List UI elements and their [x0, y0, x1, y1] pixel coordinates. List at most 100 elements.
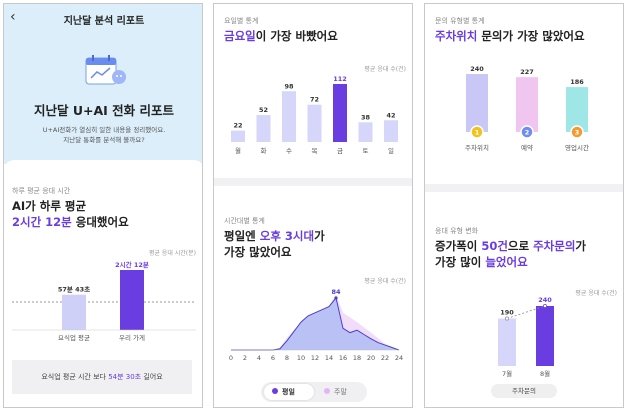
- inquiry-section-label: 문의 유형별 통계: [435, 17, 485, 25]
- header-title: 지난달 분석 리포트: [63, 16, 145, 27]
- category-pill[interactable]: 주차문의: [491, 384, 557, 398]
- change-bar-0: [498, 318, 516, 366]
- change-headline-line2-highlight: 늘었어요: [485, 255, 528, 269]
- weekday-area: [231, 297, 399, 350]
- x-tick-6: 12: [311, 354, 319, 362]
- weekday-value-0: 22: [233, 122, 242, 130]
- weekday-bar-6: [384, 120, 398, 142]
- weekday-label-4: 금: [337, 147, 343, 155]
- weekday-label-3: 목: [312, 147, 318, 155]
- inquiry-label-0: 주차위치: [465, 143, 489, 152]
- x-tick-3: 6: [271, 354, 275, 362]
- change-headline-pre: 증가폭이: [435, 239, 482, 253]
- card-top: [4, 160, 202, 176]
- back-arrow-icon[interactable]: ‹: [10, 9, 16, 25]
- hourly-headline-highlight: 오후 3시대: [259, 229, 315, 243]
- hero-title: 지난달 U+AI 전화 리포트: [33, 103, 174, 118]
- inquiry-headline: 주차위치 문의가 가장 많았어요: [435, 28, 585, 44]
- weekday-headline-rest: 이 가장 바빴어요: [255, 29, 338, 43]
- weekday-value-3: 72: [310, 96, 319, 104]
- inquiry-headline-rest: 문의가 가장 많았어요: [477, 29, 585, 43]
- section-divider: [214, 178, 412, 186]
- weekday-value-2: 98: [284, 82, 294, 90]
- inquiry-bar-2: [566, 87, 588, 132]
- weekday-value-6: 42: [386, 111, 395, 119]
- data-label-0: 57분 43초: [58, 285, 90, 294]
- change-headline-line-2: 가장 많이 늘었어요: [435, 254, 528, 270]
- change-bar-chart: 190 7월 240 8월: [498, 296, 554, 378]
- change-bar-1: [536, 306, 554, 366]
- headline-line-1: AI가 하루 평균: [12, 199, 87, 213]
- hourly-area-chart: 840 2 4 6 8 10 12 14 16 18 20 22 24: [229, 288, 403, 362]
- rank-number-0: 1: [475, 128, 480, 136]
- weekday-headline-highlight: 금요일: [224, 29, 256, 43]
- monthly-report-panel: ‹ 지난달 분석 리포트 지난달 U+AI 전화 리포트 U+AI전화가 열심히…: [3, 3, 203, 408]
- rank-badge-icon-0: [470, 125, 484, 139]
- compare-text-post: 길어요: [141, 373, 163, 381]
- hourly-headline-pre: 평일엔: [224, 229, 260, 243]
- x-tick-11: 22: [381, 354, 389, 362]
- inquiry-panel: 문의 유형별 통계 주차위치 문의가 가장 많았어요 240 1 주차위치 227 2 예…: [424, 3, 624, 408]
- inquiry-label-2: 영업시간: [565, 143, 589, 152]
- x-tick-10: 20: [367, 354, 375, 362]
- change-chart-unit: 평균 응대 수(건): [575, 290, 617, 297]
- weekday-bar-3: [307, 104, 322, 142]
- rank-badge-icon-2: [570, 125, 584, 139]
- rank-number-1: 2: [525, 128, 530, 136]
- headline-rest: 응대했어요: [71, 215, 129, 229]
- x-tick-7: 14: [325, 354, 333, 362]
- inquiry-value-0: 240: [470, 65, 484, 73]
- hourly-headline-line-1: 평일엔 오후 3시대가: [224, 228, 325, 244]
- weekday-bar-4: [333, 84, 347, 142]
- category-label-1: 우리 가게: [119, 333, 145, 342]
- weekday-label-0: 월: [235, 146, 241, 155]
- calendar-chart-icon: [85, 55, 126, 85]
- weekday-label-6: 일: [388, 146, 394, 155]
- weekday-bar-5: [358, 122, 373, 142]
- category-label-0: 요식업 평균: [58, 333, 90, 342]
- change-value-1: 240: [538, 296, 552, 304]
- compare-text-pre: 요식업 평균 시간 보다: [41, 373, 109, 381]
- weekday-value-5: 38: [361, 113, 371, 121]
- weekday-label-5: 토: [363, 147, 369, 155]
- headline-line-2: 2시간 12분 응대했어요: [12, 214, 129, 230]
- x-tick-2: 4: [257, 354, 261, 362]
- x-tick-5: 10: [297, 354, 305, 362]
- hero-desc-1: U+AI전화가 열심히 일한 내용을 정리했어요.: [42, 126, 166, 134]
- toggle-weekend[interactable]: 주말: [316, 384, 366, 400]
- weekday-chart-unit: 평균 응대 수(건): [364, 66, 406, 73]
- x-tick-8: 16: [339, 354, 347, 362]
- toggle-weekday[interactable]: 평일: [264, 384, 314, 400]
- change-section-label: 응대 유형 변화: [435, 227, 479, 235]
- change-point-1: [543, 304, 547, 308]
- change-headline-line2-pre: 가장 많이: [435, 255, 486, 269]
- inquiry-headline-highlight: 주차위치: [435, 29, 478, 43]
- inquiry-value-1: 227: [520, 68, 534, 76]
- change-value-0: 190: [500, 309, 514, 317]
- weekday-bar-2: [282, 91, 296, 142]
- weekday-value-1: 52: [259, 106, 268, 114]
- hero-desc-2: 지난달 통화를 분석해 볼까요?: [63, 136, 145, 144]
- compare-box: [12, 360, 192, 394]
- weekday-value-4: 112: [333, 75, 347, 83]
- change-trend-line: [506, 305, 546, 319]
- inquiry-label-1: 예약: [521, 143, 533, 152]
- bar-1: [120, 270, 144, 330]
- weekday-headline: 금요일이 가장 바빴어요: [224, 28, 338, 44]
- hourly-headline-post: 가: [314, 229, 325, 243]
- change-point-0: [505, 316, 509, 321]
- x-tick-4: 8: [285, 354, 289, 362]
- peak-label: 84: [331, 288, 341, 296]
- toggle-weekday-label: 평일: [282, 388, 295, 396]
- weekday-line: [231, 296, 400, 351]
- x-tick-12: 24: [395, 354, 403, 362]
- change-label-1: 8월: [540, 369, 550, 378]
- weekday-bar-chart: 22 월 52 화 98 수 72 목 112 금 38 토 42 일: [231, 75, 398, 155]
- rank-badge-icon-1: [520, 125, 534, 139]
- bar-0: [62, 294, 86, 330]
- section-divider-2: [425, 184, 623, 192]
- x-tick-1: 2: [243, 354, 247, 362]
- statistics-panel: 요일별 통계 금요일이 가장 바빴어요 평균 응대 수(건) 22 월 52 화 98 수…: [213, 3, 413, 408]
- rank-number-2: 3: [575, 128, 580, 136]
